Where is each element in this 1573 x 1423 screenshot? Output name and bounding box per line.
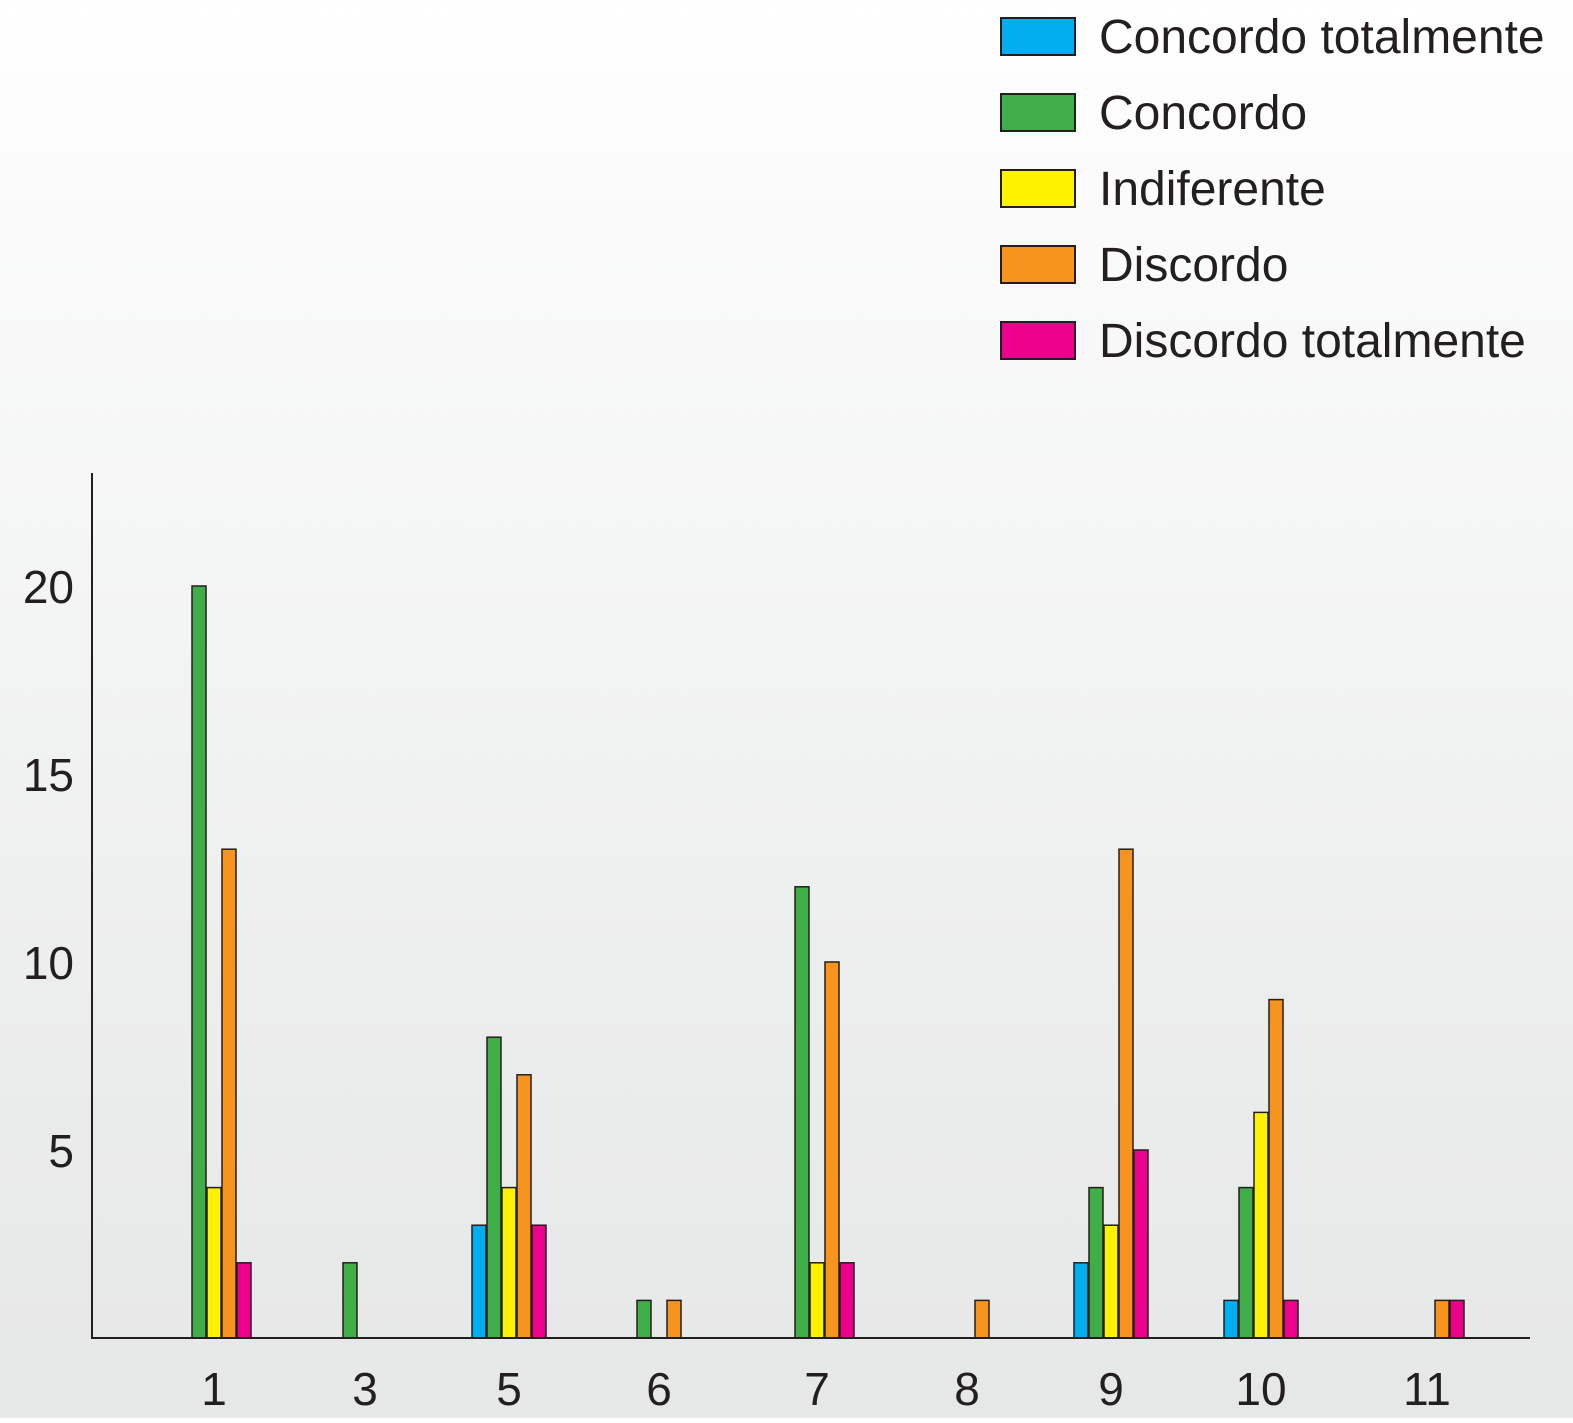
y-tick-label-15: 15 (23, 749, 74, 801)
x-tick-label-11: 11 (1403, 1363, 1451, 1415)
x-tick-label-8: 8 (954, 1363, 980, 1415)
bar-5-indiferente (501, 1186, 517, 1339)
bar-5-concordo-totalmente (471, 1224, 487, 1339)
legend-label: Discordo (1099, 239, 1288, 292)
bar-3-concordo (342, 1262, 358, 1339)
x-tick-label-6: 6 (646, 1363, 672, 1415)
bar-10-concordo (1238, 1186, 1254, 1339)
legend-item-concordo: Concordo (1000, 87, 1307, 140)
bar-6-discordo (666, 1299, 682, 1339)
y-tick-label-5: 5 (48, 1125, 74, 1177)
bar-9-concordo-totalmente (1073, 1262, 1089, 1339)
bar-7-discordo (824, 961, 840, 1339)
bar-5-discordo-totalmente (531, 1224, 547, 1339)
bar-9-concordo (1088, 1186, 1104, 1339)
x-tick-labels: 1 3 5 6 7 8 9 10 11 (201, 1363, 1451, 1415)
axes-layer (91, 473, 1530, 1339)
bar-9-discordo (1118, 848, 1134, 1339)
bar-1-discordo-totalmente (236, 1262, 252, 1339)
bar-11-discordo-totalmente (1449, 1299, 1465, 1339)
legend-label: Indiferente (1099, 163, 1326, 216)
bar-1-discordo (221, 848, 237, 1339)
bar-7-concordo (794, 886, 810, 1339)
x-tick-label-9: 9 (1098, 1363, 1124, 1415)
bar-10-discordo-totalmente (1283, 1299, 1299, 1339)
bar-9-indiferente (1103, 1224, 1119, 1339)
bar-7-discordo-totalmente (839, 1262, 855, 1339)
bars-layer (191, 585, 1465, 1339)
x-tick-label-3: 3 (352, 1363, 378, 1415)
bar-6-concordo (636, 1299, 652, 1339)
legend: Concordo totalmente Concordo Indiferente Di… (1000, 11, 1545, 368)
x-tick-label-5: 5 (496, 1363, 522, 1415)
legend-swatch (1000, 321, 1076, 360)
y-tick-label-20: 20 (23, 561, 74, 613)
legend-swatch (1000, 17, 1076, 56)
y-tick-labels: 5 10 15 20 (23, 561, 74, 1177)
bar-9-discordo-totalmente (1133, 1149, 1149, 1339)
y-tick-label-10: 10 (23, 937, 74, 989)
legend-label: Concordo totalmente (1099, 11, 1545, 64)
legend-label: Concordo (1099, 87, 1307, 140)
bar-10-discordo (1268, 998, 1284, 1339)
bar-10-concordo-totalmente (1223, 1299, 1239, 1339)
legend-item-discordo-totalmente: Discordo totalmente (1000, 315, 1526, 368)
bar-5-discordo (516, 1074, 532, 1339)
bar-1-indiferente (206, 1186, 222, 1339)
x-tick-label-10: 10 (1235, 1363, 1286, 1415)
bar-5-concordo (486, 1036, 502, 1339)
bar-10-indiferente (1253, 1111, 1269, 1339)
bar-7-indiferente (809, 1262, 825, 1339)
legend-label: Discordo totalmente (1099, 315, 1526, 368)
legend-swatch (1000, 93, 1076, 132)
legend-item-concordo-totalmente: Concordo totalmente (1000, 11, 1545, 64)
x-tick-label-1: 1 (201, 1363, 227, 1415)
legend-swatch (1000, 169, 1076, 208)
bar-11-discordo (1434, 1299, 1450, 1339)
bar-1-concordo (191, 585, 207, 1339)
legend-item-discordo: Discordo (1000, 239, 1288, 292)
bar-8-discordo (974, 1299, 990, 1339)
legend-item-indiferente: Indiferente (1000, 163, 1326, 216)
x-tick-label-7: 7 (804, 1363, 830, 1415)
legend-swatch (1000, 245, 1076, 284)
